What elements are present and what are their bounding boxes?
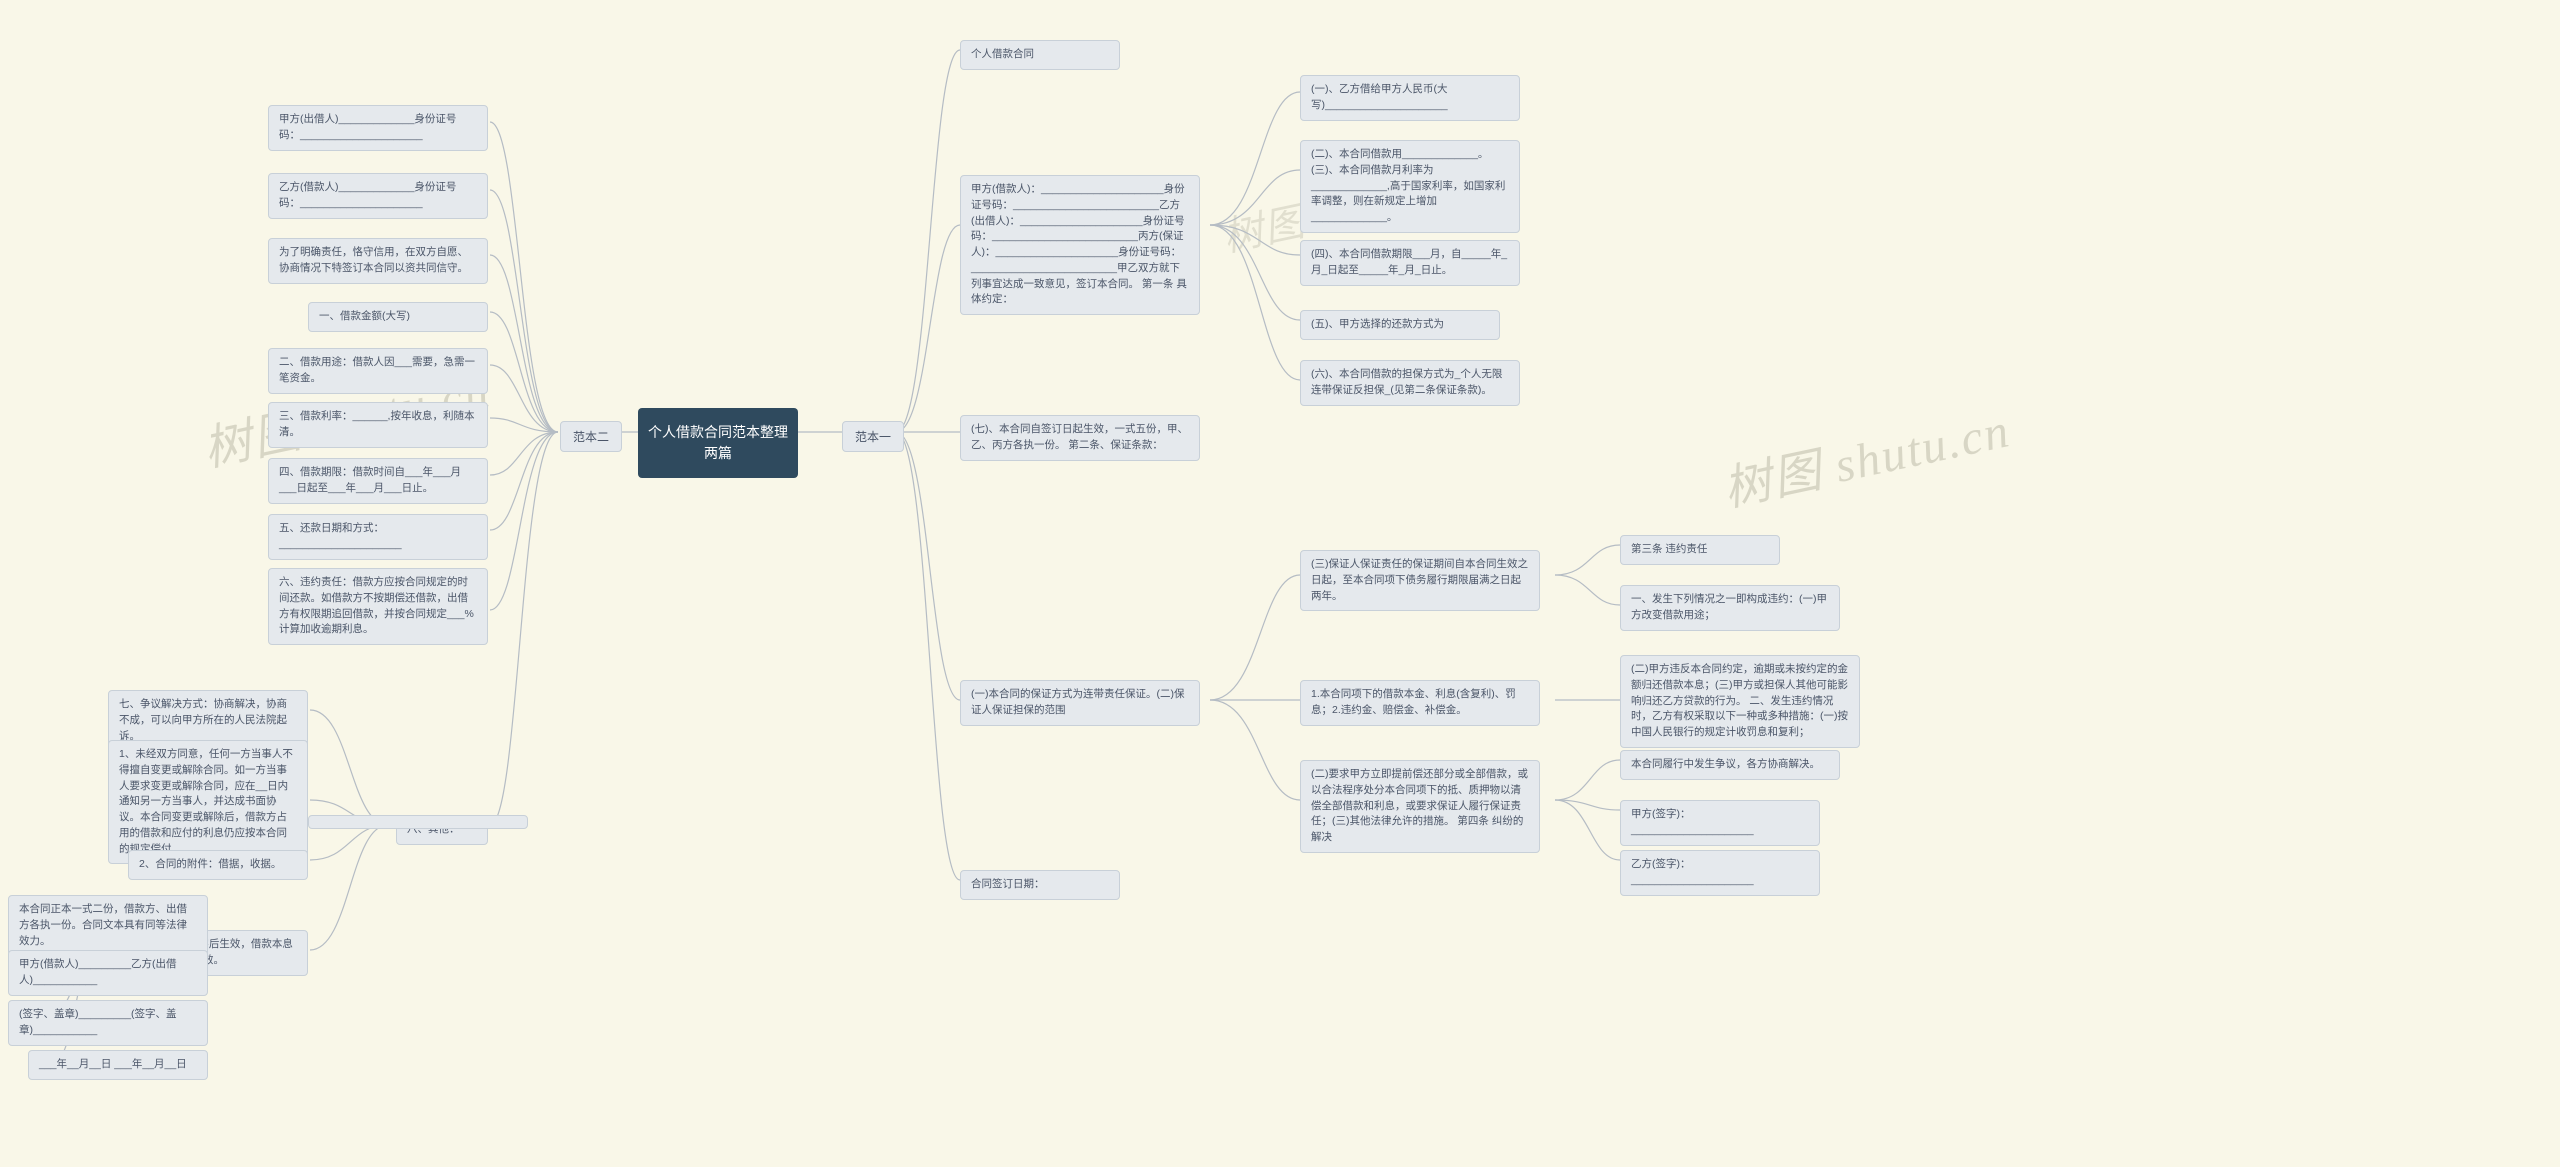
node-b2-n10-c4-d2[interactable]: 甲方(借款人)_________乙方(出借人)___________	[8, 950, 208, 996]
node-b1-n4-c3-d2[interactable]: 甲方(签字)：_____________________	[1620, 800, 1820, 846]
node-b1-n4-c3[interactable]: (二)要求甲方立即提前偿还部分或全部借款，或以合法程序处分本合同项下的抵、质押物…	[1300, 760, 1540, 853]
node-b2-n4[interactable]: 一、借款金额(大写)	[308, 302, 488, 332]
node-b2-n9[interactable]: 六、违约责任：借款方应按合同规定的时间还款。如借款方不按期偿还借款，出借方有权限…	[268, 568, 488, 645]
node-b1-n2-c3[interactable]: (四)、本合同借款期限___月，自_____年_月_日起至_____年_月_日止…	[1300, 240, 1520, 286]
node-b1-n1[interactable]: 个人借款合同	[960, 40, 1120, 70]
node-b1-n2-c1[interactable]: (一)、乙方借给甲方人民币(大写)_____________________	[1300, 75, 1520, 121]
node-b1-n4-c2[interactable]: 1.本合同项下的借款本金、利息(含复利)、罚息；2.违约金、赔偿金、补偿金。	[1300, 680, 1540, 726]
node-b1-n5[interactable]: 合同签订日期：	[960, 870, 1120, 900]
node-b1-n3[interactable]: (七)、本合同自签订日起生效，一式五份，甲、乙、丙方各执一份。 第二条、保证条款…	[960, 415, 1200, 461]
node-b1-n4-c1[interactable]: (三)保证人保证责任的保证期间自本合同生效之日起，至本合同项下债务履行期限届满之…	[1300, 550, 1540, 611]
node-b2-n8[interactable]: 五、还款日期和方式：_____________________	[268, 514, 488, 560]
node-b2-n10-c3[interactable]: 2、合同的附件：借据，收据。	[128, 850, 308, 880]
node-b2-n2[interactable]: 乙方(借款人)_____________身份证号码：______________…	[268, 173, 488, 219]
node-b1-n4-c3-d3[interactable]: 乙方(签字)：_____________________	[1620, 850, 1820, 896]
node-b2-n10-c4-d1[interactable]: 本合同正本一式二份，借款方、出借方各执一份。合同文本具有同等法律效力。	[8, 895, 208, 956]
watermark: 树图 shutu.cn	[1716, 390, 2016, 519]
node-b2-n5[interactable]: 二、借款用途：借款人因___需要，急需一笔资金。	[268, 348, 488, 394]
node-b1-n2-c5[interactable]: (六)、本合同借款的担保方式为_个人无限连带保证反担保_(见第二条保证条款)。	[1300, 360, 1520, 406]
node-b1-n4-c1-d1[interactable]: 第三条 违约责任	[1620, 535, 1780, 565]
node-b1-n4-c1-d2[interactable]: 一、发生下列情况之一即构成违约：(一)甲方改变借款用途；	[1620, 585, 1840, 631]
node-b1-n4-c2c[interactable]: (二)甲方违反本合同约定，逾期或未按约定的金额归还借款本息；(三)甲方或担保人其…	[1620, 655, 1860, 748]
node-b2-n10-c4-d3[interactable]: (签字、盖章)_________(签字、盖章)___________	[8, 1000, 208, 1046]
node-b1-n2-c2[interactable]: (二)、本合同借款用_____________。(三)、本合同借款月利率为___…	[1300, 140, 1520, 233]
node-b2-n10-c4-d4[interactable]: ___年__月__日 ___年__月__日	[28, 1050, 208, 1080]
node-b1-n4-c3-d1[interactable]: 本合同履行中发生争议，各方协商解决。	[1620, 750, 1840, 780]
node-b1-n2[interactable]: 甲方(借款人)：_____________________身份证号码：_____…	[960, 175, 1200, 315]
node-b2-n10-c2[interactable]: 1、未经双方同意，任何一方当事人不得擅自变更或解除合同。如一方当事人要求变更或解…	[108, 740, 308, 864]
mindmap-center: 个人借款合同范本整理两篇	[638, 408, 798, 478]
node-b2-n3[interactable]: 为了明确责任，恪守信用，在双方自愿、协商情况下特签订本合同以资共同信守。	[268, 238, 488, 284]
node-b2-n10-hidden	[308, 815, 528, 829]
branch-left[interactable]: 范本二	[560, 421, 622, 452]
branch-right[interactable]: 范本一	[842, 421, 904, 452]
node-b2-n6[interactable]: 三、借款利率：______,按年收息，利随本清。	[268, 402, 488, 448]
node-b1-n2-c4[interactable]: (五)、甲方选择的还款方式为	[1300, 310, 1500, 340]
node-b2-n1[interactable]: 甲方(出借人)_____________身份证号码：______________…	[268, 105, 488, 151]
node-b2-n7[interactable]: 四、借款期限：借款时间自___年___月___日起至___年___月___日止。	[268, 458, 488, 504]
node-b1-n4[interactable]: (一)本合同的保证方式为连带责任保证。(二)保证人保证担保的范围	[960, 680, 1200, 726]
